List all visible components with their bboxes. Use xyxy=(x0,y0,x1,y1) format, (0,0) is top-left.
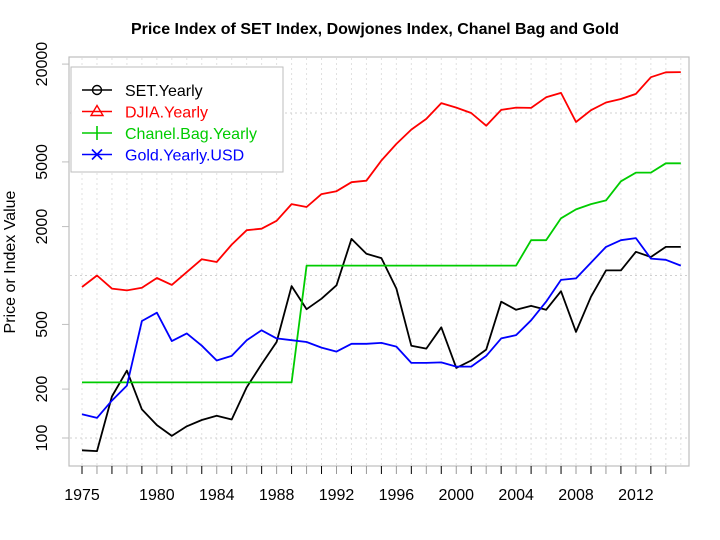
legend-circle-icon xyxy=(91,84,103,96)
x-tick-label: 1984 xyxy=(199,487,235,504)
legend-label: Gold.Yearly.USD xyxy=(125,148,244,165)
x-tick-label: 1975 xyxy=(64,487,100,504)
series-line-gold-yearly-usd xyxy=(81,237,682,419)
series-line-chanel-bag-yearly xyxy=(82,162,681,384)
x-tick-label: 2008 xyxy=(558,487,594,504)
x-tick-label: 1996 xyxy=(379,487,415,504)
series-line-djia-yearly xyxy=(81,71,681,292)
grid xyxy=(70,58,688,465)
x-tick-label: 2012 xyxy=(618,487,654,504)
y-tick-label: 200 xyxy=(34,376,51,403)
y-tick-label: 500 xyxy=(34,311,51,338)
y-tick-label: 5000 xyxy=(34,144,51,180)
x-tick-label: 1992 xyxy=(319,487,355,504)
legend-label: Chanel.Bag.Yearly xyxy=(125,126,257,143)
x-tick-label: 1980 xyxy=(139,487,175,504)
x-tick-label: 1988 xyxy=(259,487,295,504)
legend-label: SET.Yearly xyxy=(125,83,203,100)
series-line-set-yearly xyxy=(81,237,681,453)
y-axis-label: Price or Index Value xyxy=(2,190,19,333)
y-tick-label: 2000 xyxy=(34,209,51,245)
series-layer xyxy=(81,71,682,453)
chart-title: Price Index of SET Index, Dowjones Index… xyxy=(131,21,619,38)
legend: SET.Yearly DJIA.Yearly Chanel.Bag.Yearly Go… xyxy=(70,66,284,173)
y-tick-label: 20000 xyxy=(34,42,51,87)
plot-frame xyxy=(68,56,690,467)
legend-x-icon xyxy=(91,148,103,161)
x-tick-label: 2000 xyxy=(438,487,474,504)
y-tick-label: 100 xyxy=(34,425,51,452)
x-axis: 1975 1980 1984 1988 1992 1996 2000 2004 2008 2012 xyxy=(64,466,667,504)
legend-triangle-icon xyxy=(89,104,105,117)
x-tick-label: 2004 xyxy=(498,487,534,504)
legend-label: DJIA.Yearly xyxy=(125,105,208,122)
y-axis: 100 200 500 2000 5000 20000 xyxy=(34,42,69,452)
